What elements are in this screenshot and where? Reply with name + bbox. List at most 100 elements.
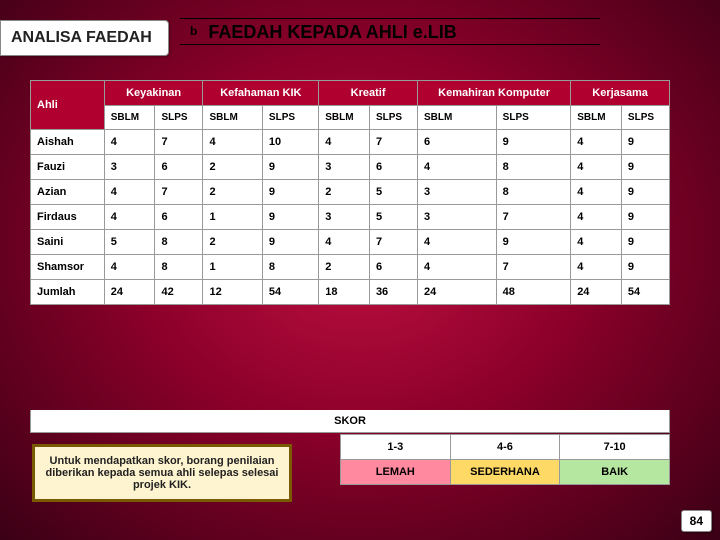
cell-value: 3 [417,180,496,205]
cell-value: 4 [571,155,622,180]
cell-value: 3 [104,155,155,180]
row-name: Firdaus [31,205,105,230]
cell-value: 3 [319,155,370,180]
cell-value: 6 [369,155,417,180]
cell-value: 4 [203,130,262,155]
cell-value: 5 [369,205,417,230]
cell-value: 4 [417,255,496,280]
benefits-table: Ahli Keyakinan Kefahaman KIK Kreatif Kem… [30,80,670,305]
cell-value: 9 [496,130,571,155]
cell-value: 9 [496,230,571,255]
cell-value: 9 [621,255,669,280]
cell-value: 4 [104,255,155,280]
cell-value: 10 [262,130,318,155]
cell-value: 42 [155,280,203,305]
skor-range: 1-3 [341,435,451,460]
cell-value: 4 [104,180,155,205]
title-section-letter: b [190,24,197,38]
cell-value: 2 [203,230,262,255]
skor-range: 7-10 [560,435,670,460]
cell-value: 2 [203,180,262,205]
skor-label: LEMAH [341,460,451,485]
cell-value: 4 [319,230,370,255]
cell-value: 9 [621,230,669,255]
cell-value: 24 [104,280,155,305]
cell-value: 4 [571,230,622,255]
cell-value: 12 [203,280,262,305]
cell-value: 4 [104,130,155,155]
cell-value: 4 [417,230,496,255]
cell-value: 3 [319,205,370,230]
col-sub: SLPS [369,106,417,130]
cell-value: 24 [417,280,496,305]
table-row: Saini5829474949 [31,230,670,255]
table-row: Shamsor4818264749 [31,255,670,280]
cell-value: 18 [319,280,370,305]
cell-value: 5 [369,180,417,205]
cell-value: 9 [621,155,669,180]
cell-value: 8 [496,180,571,205]
section-tab: ANALISA FAEDAH [0,20,169,56]
note-box: Untuk mendapatkan skor, borang penilaian… [32,444,292,502]
cell-value: 54 [621,280,669,305]
col-sub: SLPS [496,106,571,130]
cell-value: 9 [621,205,669,230]
cell-value: 6 [155,155,203,180]
cell-value: 24 [571,280,622,305]
page-title: b FAEDAH KEPADA AHLI e.LIB [190,22,457,43]
row-name: Saini [31,230,105,255]
skor-label: BAIK [560,460,670,485]
cell-value: 1 [203,255,262,280]
cell-value: 4 [571,130,622,155]
title-rule-top [180,18,600,19]
cell-value: 2 [203,155,262,180]
cell-value: 7 [155,130,203,155]
row-name: Shamsor [31,255,105,280]
col-sub: SBLM [203,106,262,130]
cell-value: 7 [155,180,203,205]
cell-value: 9 [621,180,669,205]
col-sub: SLPS [155,106,203,130]
col-sub: SBLM [319,106,370,130]
cell-value: 1 [203,205,262,230]
col-sub: SBLM [104,106,155,130]
cell-value: 8 [262,255,318,280]
cell-value: 9 [262,155,318,180]
skor-header: SKOR [30,410,670,433]
title-text: FAEDAH KEPADA AHLI e.LIB [208,22,456,42]
cell-value: 4 [571,205,622,230]
cell-value: 4 [417,155,496,180]
col-sub: SBLM [417,106,496,130]
row-name: Fauzi [31,155,105,180]
row-name: Aishah [31,130,105,155]
cell-value: 7 [369,130,417,155]
col-sub: SLPS [621,106,669,130]
cell-value: 54 [262,280,318,305]
cell-value: 7 [496,255,571,280]
cell-value: 9 [262,180,318,205]
table-row: Aishah47410476949 [31,130,670,155]
cell-value: 48 [496,280,571,305]
cell-value: 8 [155,230,203,255]
cell-value: 2 [319,255,370,280]
col-group: Kemahiran Komputer [417,81,570,106]
table-row: Azian4729253849 [31,180,670,205]
cell-value: 4 [104,205,155,230]
cell-value: 4 [571,255,622,280]
cell-value: 6 [417,130,496,155]
table-row: Firdaus4619353749 [31,205,670,230]
cell-value: 5 [104,230,155,255]
cell-value: 7 [496,205,571,230]
cell-value: 9 [621,130,669,155]
cell-value: 8 [155,255,203,280]
cell-value: 6 [155,205,203,230]
col-ahli: Ahli [31,81,105,130]
cell-value: 4 [319,130,370,155]
title-rule-bottom [180,44,600,45]
skor-range: 4-6 [450,435,560,460]
cell-value: 3 [417,205,496,230]
skor-legend: 1-3 4-6 7-10 LEMAH SEDERHANA BAIK [340,434,670,485]
col-group: Keyakinan [104,81,203,106]
table-row: Fauzi3629364849 [31,155,670,180]
table-row: Jumlah24421254183624482454 [31,280,670,305]
